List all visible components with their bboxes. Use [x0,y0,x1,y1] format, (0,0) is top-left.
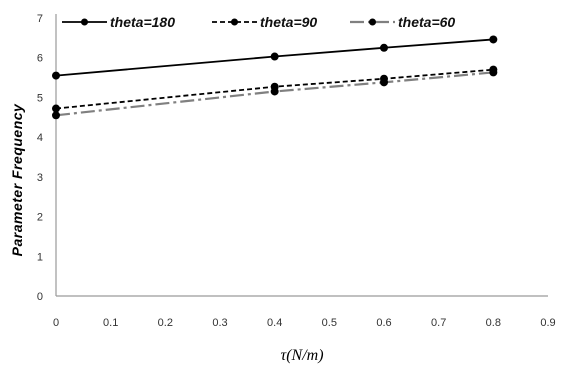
y-tick-label: 0 [37,291,43,303]
data-point [489,68,498,77]
series-line [55,38,494,77]
x-axis-label: τ(N/m) [280,347,323,364]
y-tick-label: 4 [37,132,43,144]
legend-label: theta=60 [398,14,455,30]
legend-entry: theta=90 [212,14,317,30]
axes [55,14,548,297]
x-tick-label: 0 [53,317,59,329]
data-point [52,104,60,113]
x-tick-label: 0.1 [103,317,118,329]
x-tick-label: 0.9 [540,317,555,329]
legend-marker [369,18,376,26]
x-tick-label: 0.2 [158,317,173,329]
data-point [270,52,279,61]
x-tick-label: 0.3 [212,317,227,329]
x-tick-label: 0.4 [267,317,282,329]
legend-entry: theta=60 [350,14,455,30]
x-tick-label: 0.7 [431,317,446,329]
legend-marker [231,18,238,26]
series-lines [52,35,498,120]
legend-entry: theta=180 [62,14,175,30]
data-point [380,43,388,52]
y-tick-label: 7 [37,13,43,25]
legend: theta=180 theta=90 theta=60 [62,14,455,30]
legend-marker [81,18,88,26]
y-tick-label: 3 [37,172,43,184]
data-point [489,35,498,44]
legend-label: theta=90 [260,14,317,30]
series-line [55,71,494,117]
x-tick-label: 0.5 [322,317,337,329]
legend-label: theta=180 [110,14,175,30]
y-tick-label: 6 [37,53,43,65]
series-theta-180 [52,35,498,80]
series-theta-60 [52,68,498,120]
y-tick-label: 5 [37,92,43,104]
data-point [380,78,388,87]
x-tick-label: 0.6 [376,317,391,329]
tick-labels: 0 0.1 0.2 0.3 0.4 0.5 0.6 0.7 0.8 0.9 0 1 2 3 4 5 6 7 [37,13,556,329]
x-tick-label: 0.8 [486,317,501,329]
y-axis-label: Parameter Frequency [9,103,25,256]
data-point [52,71,60,80]
y-tick-label: 1 [37,251,43,263]
series-line [55,68,494,110]
y-tick-label: 2 [37,212,43,224]
data-point [52,111,60,120]
data-point [270,87,279,96]
